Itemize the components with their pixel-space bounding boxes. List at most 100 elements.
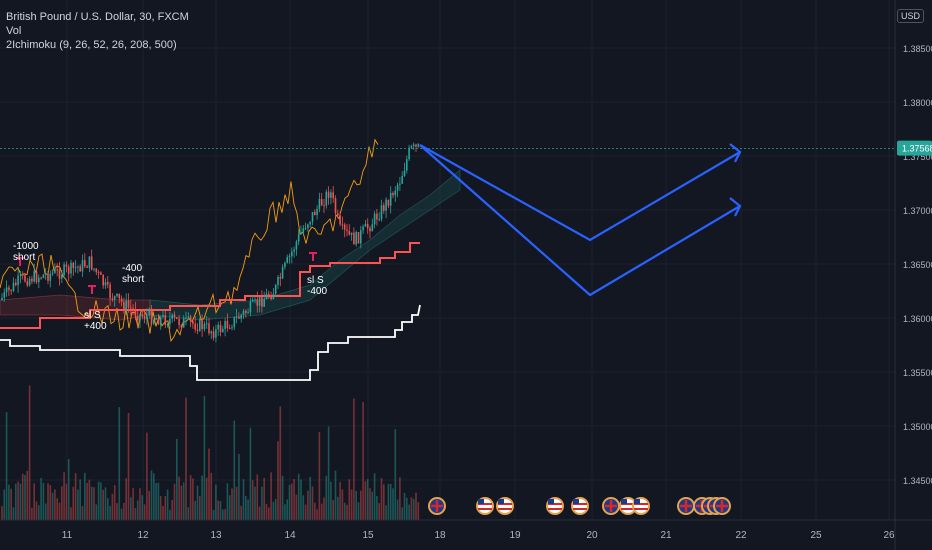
volume-bar — [63, 472, 65, 520]
candle-body — [79, 266, 81, 272]
candle-body — [17, 275, 19, 286]
flag-us-icon[interactable] — [571, 497, 589, 515]
volume-bar — [130, 497, 132, 520]
price-tick-label: 1.37500 — [903, 152, 932, 162]
volume-bar — [362, 401, 364, 520]
flag-gb-icon[interactable] — [602, 497, 620, 515]
candle-body — [415, 144, 417, 147]
symbol-title[interactable]: British Pound / U.S. Dollar, 30, FXCM — [6, 11, 189, 23]
candle-body — [389, 192, 392, 206]
volume-bar — [54, 489, 56, 520]
flag-us-icon[interactable] — [546, 497, 564, 515]
flag-gb-icon[interactable] — [428, 497, 446, 515]
currency-button[interactable]: USD — [896, 9, 924, 23]
volume-bar — [369, 488, 371, 520]
grid — [0, 0, 895, 520]
volume-bar — [164, 495, 167, 520]
candle-body — [343, 224, 346, 230]
volume-bar — [339, 482, 341, 520]
volume-bar — [15, 483, 17, 520]
cloud-area — [149, 169, 461, 321]
candle-body — [286, 257, 288, 263]
volume-bar — [222, 509, 224, 520]
candle-body — [70, 262, 72, 274]
time-tick-label: 11 — [62, 530, 73, 541]
time-tick-label: 21 — [660, 530, 672, 541]
trade-marker — [88, 285, 96, 294]
indicator-label[interactable]: 2Ichimoku (9, 26, 52, 26, 208, 500) — [6, 39, 177, 51]
flag-gb-icon[interactable] — [713, 497, 731, 515]
volume-bar — [242, 479, 245, 520]
volume-label[interactable]: Vol — [6, 25, 22, 37]
annotation-sl-plus400: sl S +400 — [84, 310, 107, 332]
volume-bar — [291, 483, 293, 520]
candle-body — [102, 274, 104, 286]
volume-bar — [120, 508, 123, 520]
volume-bar — [394, 429, 397, 520]
candle-body — [297, 234, 300, 242]
volume-bar — [215, 484, 217, 520]
flag-us-icon[interactable] — [619, 497, 637, 515]
volume-bar — [217, 500, 219, 520]
flag-us-icon[interactable] — [476, 497, 494, 515]
price-tick-label: 1.37000 — [903, 206, 932, 216]
indicator-lines — [0, 138, 895, 381]
candle-body — [373, 213, 376, 225]
candle-body — [65, 264, 68, 267]
volume-bar — [102, 489, 104, 520]
candle-body — [141, 314, 144, 317]
flag-us-icon[interactable] — [496, 497, 514, 515]
trade-markers — [16, 252, 317, 294]
volume-bar — [337, 496, 339, 520]
volume-bar — [415, 492, 417, 520]
volume-bar — [286, 499, 288, 520]
trade-marker — [309, 252, 317, 261]
volume-bar — [70, 507, 72, 520]
candle-body — [104, 282, 107, 286]
flag-us-icon[interactable] — [632, 497, 650, 515]
candle-body — [251, 299, 254, 302]
volume-bar — [387, 483, 390, 520]
candle-body — [120, 298, 123, 302]
candle-body — [67, 266, 70, 274]
volume-bar — [153, 473, 155, 520]
volume-bar — [5, 412, 8, 520]
volume-bar — [288, 484, 291, 520]
time-tick-label: 13 — [210, 530, 222, 541]
candle-body — [159, 316, 162, 325]
volume-bar — [327, 426, 330, 520]
volume-bar — [380, 478, 383, 520]
volume-bar — [293, 479, 295, 520]
flag-gb-icon[interactable] — [677, 497, 695, 515]
candle-body — [19, 274, 22, 276]
volume-bar — [376, 495, 378, 520]
candle-body — [54, 269, 56, 273]
candle-body — [293, 249, 295, 252]
candle-body — [88, 256, 91, 268]
volume-bar — [180, 485, 183, 520]
volume-bar — [320, 503, 323, 520]
volume-bar — [330, 481, 332, 520]
candle-body — [224, 320, 226, 329]
volume-bar — [410, 497, 413, 520]
volume-bar — [139, 488, 141, 520]
candle-body — [97, 272, 100, 274]
volume-bar — [272, 501, 275, 520]
volume-bar — [47, 483, 49, 520]
volume-bar — [355, 490, 357, 520]
volume-bar — [208, 448, 210, 520]
candle-body — [125, 300, 127, 310]
volume-bar — [77, 489, 79, 520]
time-tick-label: 25 — [810, 530, 822, 541]
volume-bar — [194, 500, 196, 520]
volume-bar — [265, 503, 268, 520]
candle-body — [187, 316, 190, 318]
volume-bar — [67, 459, 70, 520]
volume-bar — [88, 479, 91, 520]
candle-body — [143, 316, 146, 320]
candle-body — [339, 215, 341, 225]
volume-bar — [332, 500, 334, 520]
volume-bar — [95, 504, 98, 520]
volume-bar — [341, 489, 344, 520]
